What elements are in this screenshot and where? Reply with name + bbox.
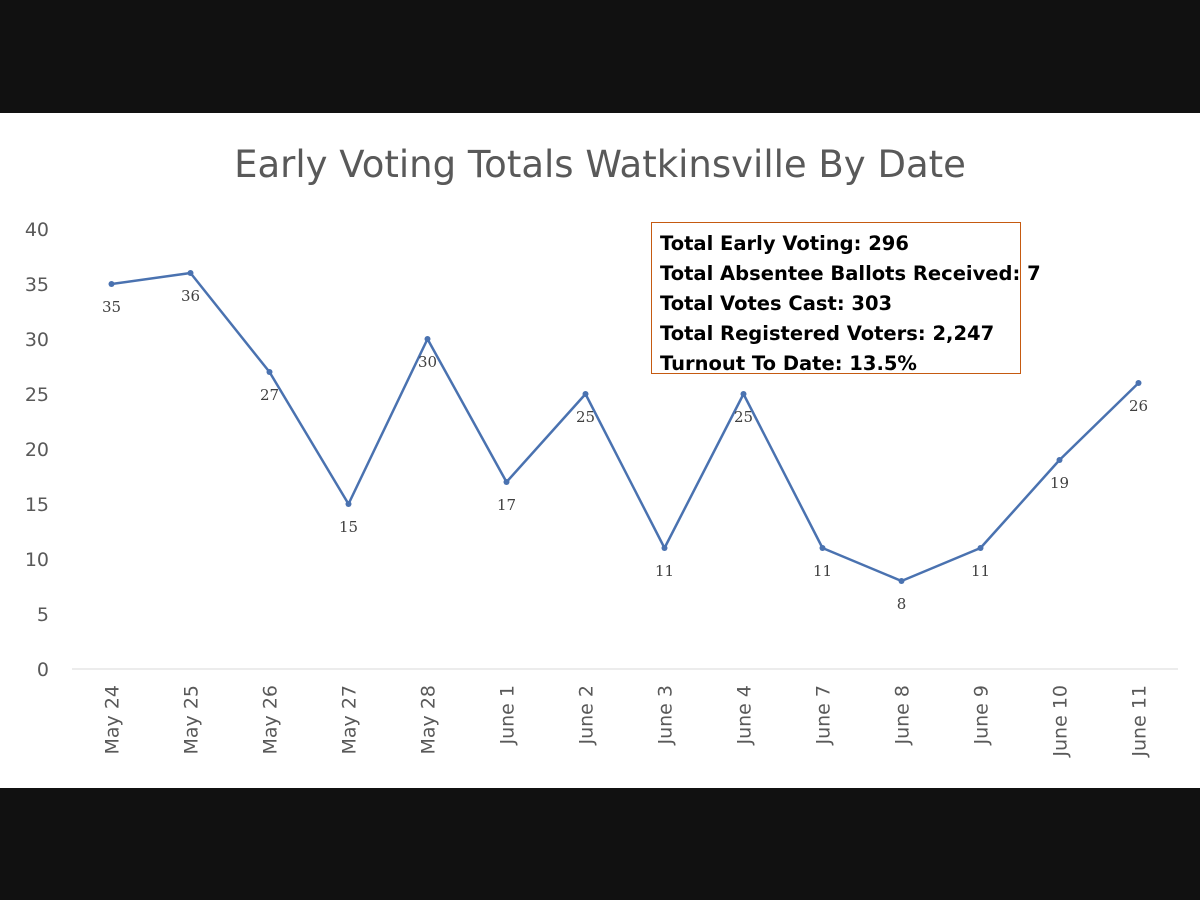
x-tick-label: June 9 [971, 685, 993, 746]
data-label: 35 [102, 298, 121, 316]
data-point [898, 578, 905, 584]
y-tick-label: 0 [37, 659, 49, 681]
data-point [424, 336, 431, 342]
data-label: 25 [576, 408, 595, 426]
data-point [819, 545, 826, 551]
y-tick-label: 5 [37, 604, 49, 626]
data-label: 15 [339, 518, 358, 536]
x-tick-label: June 3 [655, 685, 677, 746]
data-point [187, 270, 194, 276]
x-tick-label: June 7 [813, 685, 835, 746]
total-votes-cast: Total Votes Cast: 303 [660, 292, 893, 315]
data-point [740, 391, 747, 397]
summary-annotation-box: Total Early Voting: 296 Total Absentee B… [651, 222, 1041, 375]
data-point [108, 281, 115, 287]
x-tick-label: June 11 [1129, 685, 1151, 758]
data-label: 25 [734, 408, 753, 426]
data-label: 11 [813, 562, 832, 580]
data-label: 26 [1129, 397, 1148, 415]
data-label: 8 [897, 595, 907, 613]
x-tick-label: June 10 [1050, 685, 1072, 758]
x-tick-label: May 27 [339, 685, 361, 755]
x-tick-label: May 25 [181, 685, 203, 755]
y-tick-label: 15 [25, 494, 49, 516]
data-label: 17 [497, 496, 516, 514]
data-point [1056, 457, 1063, 463]
y-tick-label: 35 [25, 274, 49, 296]
y-tick-label: 20 [25, 439, 49, 461]
series-line [110, 271, 1140, 583]
x-tick-label: May 26 [260, 685, 282, 755]
total-registered-voters: Total Registered Voters: 2,247 [660, 322, 995, 345]
chart-title: Early Voting Totals Watkinsville By Date [234, 143, 966, 186]
data-point [345, 501, 352, 507]
y-tick-label: 40 [25, 219, 49, 241]
data-label: 11 [971, 562, 990, 580]
data-point [977, 545, 984, 551]
line-chart: 0 5 10 15 20 25 30 35 40 May 24 May 25 May 26 May 27… [25, 219, 1178, 758]
data-point [1135, 380, 1142, 386]
total-early-voting: Total Early Voting: 296 [660, 232, 909, 255]
data-label: 19 [1050, 474, 1069, 492]
x-tick-label: May 24 [102, 685, 124, 755]
data-point [582, 391, 589, 397]
x-tick-label: June 8 [892, 685, 914, 746]
x-tick-label: June 4 [734, 685, 756, 746]
data-point [503, 479, 510, 485]
chart-panel: 0 5 10 15 20 25 30 35 40 May 24 May 25 May 26 May 27… [0, 113, 1200, 788]
data-label: 11 [655, 562, 674, 580]
data-point [661, 545, 668, 551]
y-tick-label: 30 [25, 329, 49, 351]
data-point [266, 369, 273, 375]
y-tick-label: 10 [25, 549, 49, 571]
x-tick-label: June 2 [576, 685, 598, 746]
data-label: 27 [260, 386, 279, 404]
x-tick-label: May 28 [418, 685, 440, 755]
turnout-to-date: Turnout To Date: 13.5% [660, 352, 917, 375]
x-tick-label: June 1 [497, 685, 519, 746]
total-absentee-ballots: Total Absentee Ballots Received: 7 [660, 262, 1041, 285]
data-label: 36 [181, 287, 200, 305]
y-tick-label: 25 [25, 384, 49, 406]
data-label: 30 [418, 353, 437, 371]
